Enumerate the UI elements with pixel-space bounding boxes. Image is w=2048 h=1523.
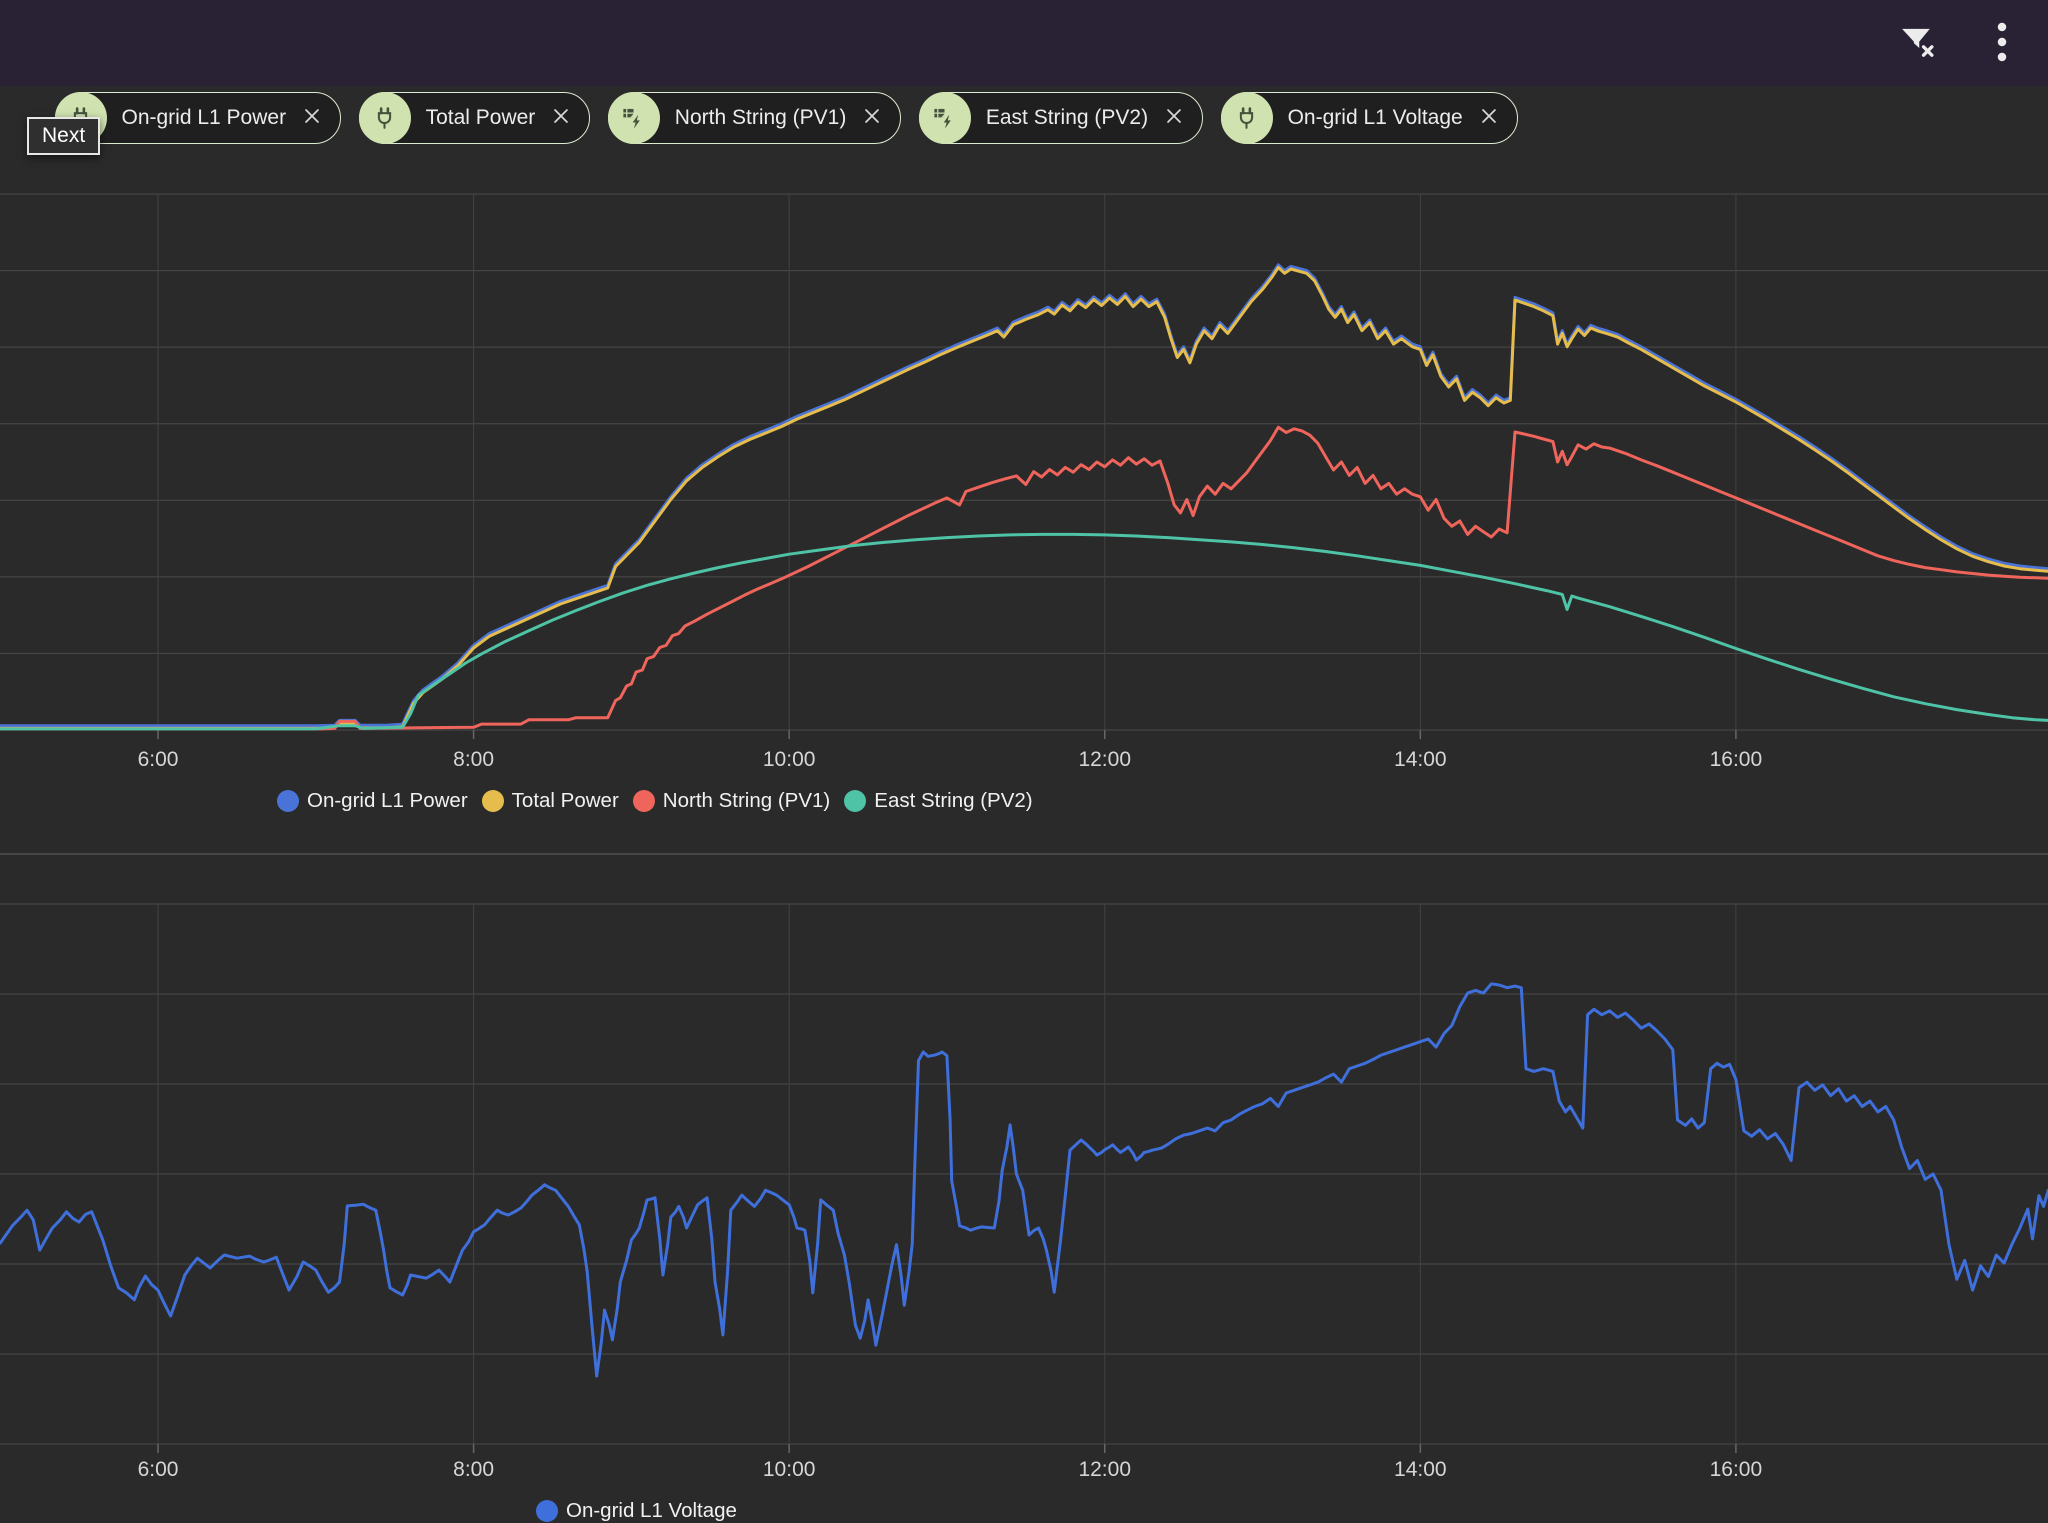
chip-close-icon[interactable]: [861, 105, 883, 132]
power-plug-icon: [358, 92, 411, 144]
power-chart-legend: On-grid L1 Power Total Power North String …: [277, 789, 1033, 813]
legend-dot: [632, 790, 655, 812]
chip-close-icon[interactable]: [1478, 105, 1500, 132]
series-line-east-string-pv2: [0, 532, 2048, 731]
chip-label: On-grid L1 Power: [121, 106, 287, 129]
gridlines: [0, 903, 2048, 1453]
gridlines: [0, 193, 2048, 739]
x-axis-label: 16:00: [1709, 1458, 1763, 1481]
voltage-chart[interactable]: [0, 856, 2048, 1523]
legend-dot: [536, 1500, 558, 1522]
legend-label: On-grid L1 Power: [307, 789, 468, 812]
chip-close-icon[interactable]: [550, 105, 572, 132]
filter-remove-icon[interactable]: [1892, 16, 1944, 68]
legend-dot: [844, 790, 867, 812]
kebab-menu-icon[interactable]: [1976, 16, 2028, 68]
legend-item-north-string-pv1[interactable]: North String (PV1): [632, 789, 831, 813]
legend-label: East String (PV2): [874, 789, 1033, 812]
x-axis-label: 8:00: [453, 1458, 495, 1481]
x-axis-label: 10:00: [762, 748, 816, 771]
next-tooltip: Next: [27, 117, 101, 155]
filter-chip-row: On-grid L1 Power Total Power North String …: [54, 92, 1518, 144]
series-line-total-power: [0, 265, 2048, 730]
chip-close-icon[interactable]: [1163, 105, 1185, 132]
x-axis-label: 16:00: [1709, 748, 1763, 771]
x-axis-label: 14:00: [1394, 1458, 1447, 1481]
chip-label: East String (PV2): [985, 106, 1149, 129]
legend-dot: [481, 790, 504, 812]
series-line-on-grid-l1-power: [0, 263, 2048, 728]
solar-power-icon: [918, 92, 971, 144]
section-divider: [0, 853, 2048, 855]
series-line-north-string-pv1: [0, 425, 2048, 731]
filter-chip-total-power[interactable]: Total Power: [358, 92, 591, 144]
solar-power-icon: [607, 92, 660, 144]
legend-label: Total Power: [511, 789, 619, 812]
filter-chip-on-grid-l1-voltage[interactable]: On-grid L1 Voltage: [1220, 92, 1518, 144]
legend-item-east-string-pv2[interactable]: East String (PV2): [844, 789, 1033, 813]
filter-chip-on-grid-l1-power[interactable]: On-grid L1 Power: [54, 92, 342, 144]
legend-item-on-grid-l1-power[interactable]: On-grid L1 Power: [277, 789, 468, 813]
legend-item-total-power[interactable]: Total Power: [481, 789, 619, 813]
legend-dot: [277, 790, 299, 812]
chip-close-icon[interactable]: [301, 105, 323, 132]
x-axis-label: 10:00: [762, 1458, 816, 1481]
chip-label: On-grid L1 Voltage: [1287, 106, 1463, 129]
chip-label: North String (PV1): [674, 106, 847, 129]
x-axis-label: 8:00: [453, 748, 495, 771]
x-axis-label: 6:00: [137, 748, 179, 771]
legend-label: On-grid L1 Voltage: [566, 1499, 737, 1522]
power-chart[interactable]: [0, 0, 2048, 856]
power-plug-icon: [1220, 92, 1273, 144]
x-axis-label: 6:00: [137, 1458, 179, 1481]
x-axis-label: 12:00: [1078, 1458, 1132, 1481]
app-bar: [0, 0, 2048, 86]
x-axis-label: 12:00: [1078, 748, 1132, 771]
series-line-on-grid-l1-voltage: [0, 982, 2048, 1378]
legend-item-on-grid-l1-voltage[interactable]: On-grid L1 Voltage: [536, 1499, 737, 1523]
legend-label: North String (PV1): [662, 789, 831, 812]
filter-chip-east-string-pv2[interactable]: East String (PV2): [918, 92, 1204, 144]
voltage-chart-legend: On-grid L1 Voltage: [536, 1499, 737, 1523]
x-axis-label: 14:00: [1394, 748, 1447, 771]
chip-label: Total Power: [425, 106, 536, 129]
filter-chip-north-string-pv1[interactable]: North String (PV1): [607, 92, 902, 144]
